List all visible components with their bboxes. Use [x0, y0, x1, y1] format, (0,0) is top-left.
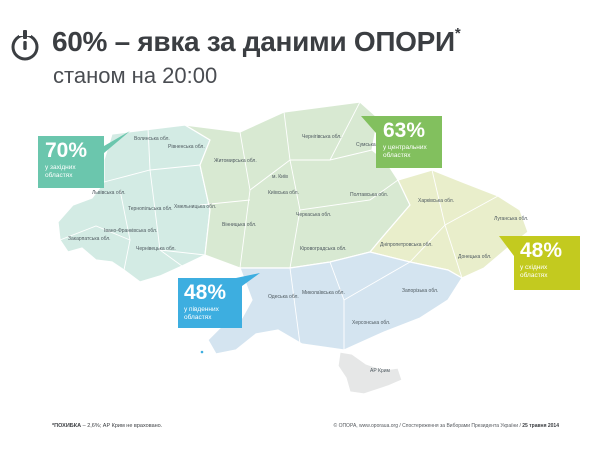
label-kyivska: Київська обл. — [268, 190, 299, 196]
callout-south-percent: 48% — [184, 281, 227, 304]
label-khersonska: Херсонська обл. — [352, 320, 390, 326]
callout-south: 48% у південних областях — [184, 282, 226, 321]
label-poltavska: Полтавська обл. — [350, 192, 388, 198]
label-vinnytska: Вінницька обл. — [222, 222, 256, 228]
label-rivnenska: Рівненська обл. — [168, 144, 205, 150]
footnote-text: – 2,6%; АР Крим не враховано. — [81, 423, 163, 429]
label-dnipropetrovska: Дніпропетровська обл. — [380, 242, 433, 248]
label-mykolaivska: Миколаївська обл. — [302, 290, 345, 296]
label-volynska: Волинська обл. — [134, 136, 170, 142]
callout-east-label: у східних областях — [520, 264, 548, 279]
callout-center: 63% у центральних областях — [383, 120, 441, 159]
label-chernivetska: Чернівецька обл. — [136, 246, 176, 252]
label-kharkivska: Харківська обл. — [418, 198, 454, 204]
label-khmelnytska: Хмельницька обл. — [174, 204, 216, 210]
footnote: *ПОХИБКА – 2,6%; АР Крим не враховано. — [52, 423, 162, 429]
page-title: 60% – явка за даними ОПОРИ* — [52, 24, 461, 57]
label-crimea: АР Крим — [370, 368, 391, 374]
label-lvivska: Львівська обл. — [92, 190, 126, 196]
crimea-region — [337, 351, 403, 395]
region-labels: Волинська обл. Рівненська обл. Львівська… — [68, 134, 528, 374]
label-zhytomyrska: Житомирська обл. — [214, 158, 257, 164]
label-ternopilska: Тернопільська обл. — [128, 206, 173, 212]
callout-south-label: у південних областях — [184, 306, 219, 321]
callout-center-percent: 63% — [383, 119, 426, 142]
label-luhanska: Луганська обл. — [494, 216, 528, 222]
label-sumska: Сумська обл. — [356, 142, 387, 148]
credit-text: © ОПОРА, www.oporaua.org / Спостереження… — [333, 423, 523, 429]
callout-center-box — [361, 116, 442, 168]
footnote-bold: *ПОХИБКА — [52, 423, 82, 429]
callout-boxes — [38, 116, 580, 328]
credit-line: © ОПОРА, www.oporaua.org / Спостереження… — [334, 423, 560, 429]
callout-west-label: у західних областях — [45, 164, 76, 179]
label-chernihivska: Чернігівська обл. — [302, 134, 342, 140]
callout-west: 70% у західних областях — [45, 140, 97, 179]
credit-date: 25 травня 2014 — [522, 423, 559, 429]
opora-logo-icon — [11, 30, 39, 61]
callout-east-box — [499, 236, 580, 290]
title-footnote-mark: * — [454, 24, 461, 42]
label-ivanofrankivska: Івано-Франківська обл. — [104, 228, 157, 234]
label-donetska: Донецька обл. — [458, 254, 491, 260]
callout-west-box — [38, 131, 130, 188]
map-dot — [200, 350, 204, 354]
callout-east: 48% у східних областях — [520, 240, 562, 279]
label-zakarpatska: Закарпатська обл. — [68, 236, 111, 242]
label-zaporizka: Запорізька обл. — [402, 288, 438, 294]
page-subtitle: станом на 20:00 — [53, 63, 218, 88]
callout-south-box — [178, 273, 260, 328]
callout-center-label: у центральних областях — [383, 144, 427, 159]
label-kyiv: м. Київ — [272, 174, 288, 180]
oblast-borders — [59, 101, 499, 350]
east-region — [368, 169, 529, 279]
callout-west-percent: 70% — [45, 139, 88, 162]
callout-east-percent: 48% — [520, 239, 563, 262]
label-kirovohradska: Кіровоградська обл. — [300, 246, 347, 252]
label-odeska: Одеська обл. — [268, 294, 299, 300]
label-cherkaska: Черкаська обл. — [296, 212, 331, 218]
